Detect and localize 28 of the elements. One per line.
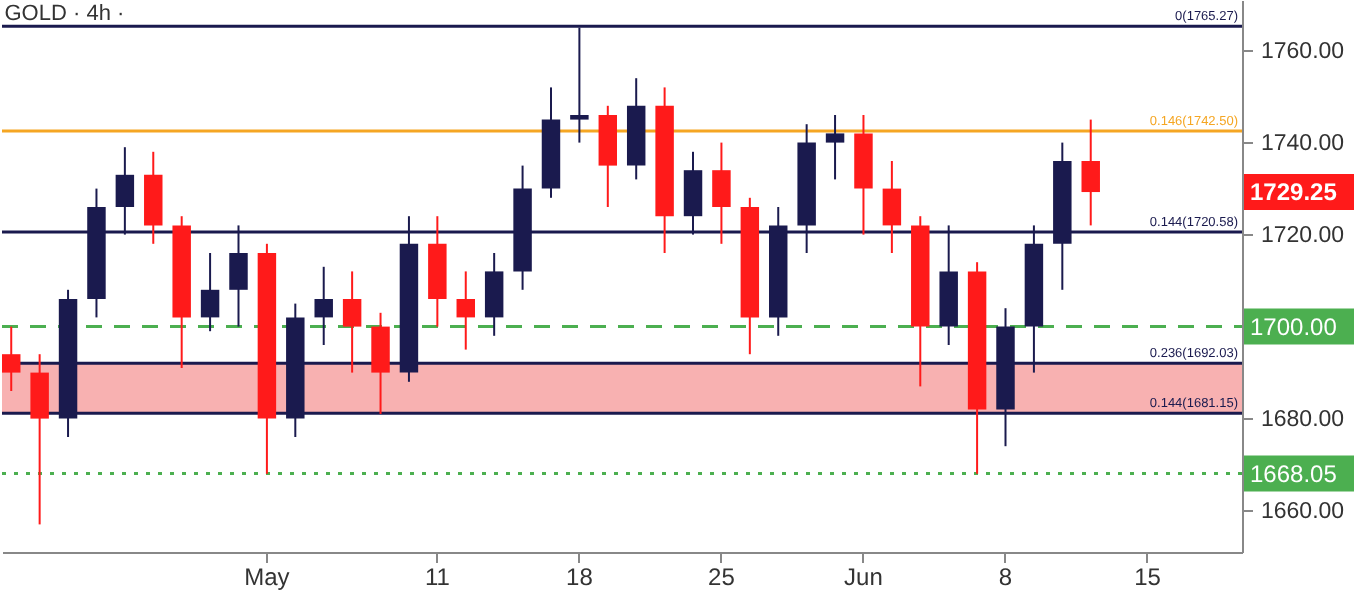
x-tick-label: Jun xyxy=(844,563,883,591)
candlestick xyxy=(2,325,21,392)
candlestick xyxy=(371,311,390,415)
y-tick-label: 1760.00 xyxy=(1261,39,1345,64)
x-tick-label: 8 xyxy=(998,563,1013,591)
candlestick xyxy=(30,353,49,526)
y-tick-label: 1720.00 xyxy=(1261,223,1345,248)
candlestick xyxy=(712,141,731,245)
chart-title: GOLD · 4h · xyxy=(4,2,125,26)
text: 1729.25 xyxy=(1250,178,1338,207)
candlestick xyxy=(342,270,362,374)
y-tick-label: 1660.00 xyxy=(1261,499,1345,524)
ref-line-label: 1668.05 xyxy=(1250,459,1338,488)
x-tick-label: 15 xyxy=(1134,563,1162,591)
candlestick xyxy=(200,252,220,333)
x-tick-label: 25 xyxy=(708,563,736,591)
ref-line-label: 1700.00 xyxy=(1250,312,1338,341)
candlestick xyxy=(484,252,504,337)
x-tick-label: 18 xyxy=(566,563,594,591)
candlestick xyxy=(825,114,845,181)
candlestick xyxy=(1081,118,1100,227)
x-tick-label: May xyxy=(244,563,290,591)
y-tick-label: 1680.00 xyxy=(1261,407,1345,432)
x-tick-label: 11 xyxy=(424,563,451,591)
candlestick xyxy=(882,160,902,254)
candlestick xyxy=(456,270,475,351)
y-tick-label: 1740.00 xyxy=(1261,131,1345,156)
candlestick xyxy=(314,265,333,346)
